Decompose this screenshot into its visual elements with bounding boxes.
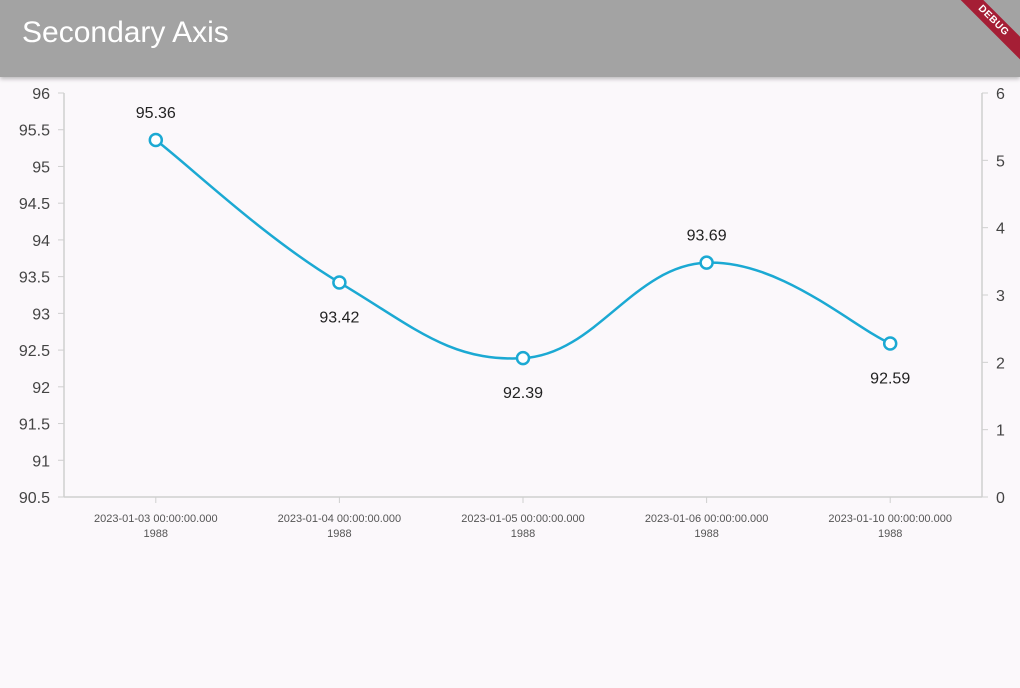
data-point-marker — [882, 336, 898, 351]
y-tick-label: 90.5 — [19, 490, 50, 507]
data-label: 92.59 — [870, 370, 910, 387]
y-tick-label: 93 — [32, 306, 50, 323]
y-tick-label: 94 — [32, 233, 50, 250]
y2-tick-label: 3 — [996, 288, 1005, 305]
y-tick-label: 91.5 — [19, 417, 50, 434]
x-tick-label: 2023-01-04 00:00:00.000 — [278, 513, 402, 525]
x-tick-label: 1988 — [511, 528, 535, 540]
y2-tick-label: 5 — [996, 153, 1005, 170]
y-tick-label: 91 — [32, 453, 50, 470]
x-tick-label: 1988 — [144, 528, 168, 540]
y-tick-label: 96 — [32, 86, 50, 103]
y-tick-label: 95.5 — [19, 123, 50, 140]
data-point-marker — [699, 255, 714, 270]
x-tick-label: 2023-01-03 00:00:00.000 — [94, 513, 218, 525]
data-label: 95.36 — [136, 105, 176, 122]
y-tick-label: 92 — [32, 380, 50, 397]
y-tick-label: 95 — [32, 159, 50, 176]
y2-tick-label: 4 — [996, 221, 1005, 238]
x-tick-label: 2023-01-10 00:00:00.000 — [828, 513, 952, 525]
debug-banner: DEBUG — [944, 0, 1020, 70]
series-line — [155, 139, 891, 360]
y-tick-label: 92.5 — [19, 343, 50, 360]
data-point-marker — [515, 350, 531, 366]
data-label: 92.39 — [503, 385, 543, 402]
x-tick-label: 2023-01-06 00:00:00.000 — [645, 513, 769, 525]
data-label: 93.69 — [687, 228, 727, 245]
y-tick-label: 93.5 — [19, 270, 50, 287]
y-tick-label: 94.5 — [19, 196, 50, 213]
x-tick-label: 1988 — [878, 528, 902, 540]
data-label: 93.42 — [319, 310, 359, 327]
x-tick-label: 1988 — [327, 528, 351, 540]
y2-tick-label: 6 — [996, 86, 1005, 103]
app-bar: Secondary Axis DEBUG — [0, 0, 1020, 77]
y2-tick-label: 0 — [996, 490, 1005, 507]
chart-area: 96 95.5 95 94.5 94 93.5 93 92.5 92 91.5 91 90.5 6 5 4 3… — [0, 77, 1020, 688]
data-point-marker — [332, 275, 347, 290]
y2-tick-label: 2 — [996, 355, 1005, 372]
line-chart: 9695.59594.59493.59392.59291.59190.56543… — [19, 86, 1005, 540]
page-title: Secondary Axis — [22, 16, 229, 49]
x-tick-label: 2023-01-05 00:00:00.000 — [461, 513, 585, 525]
data-point-marker — [148, 132, 164, 148]
x-tick-label: 1988 — [694, 528, 718, 540]
y2-tick-label: 1 — [996, 423, 1005, 440]
